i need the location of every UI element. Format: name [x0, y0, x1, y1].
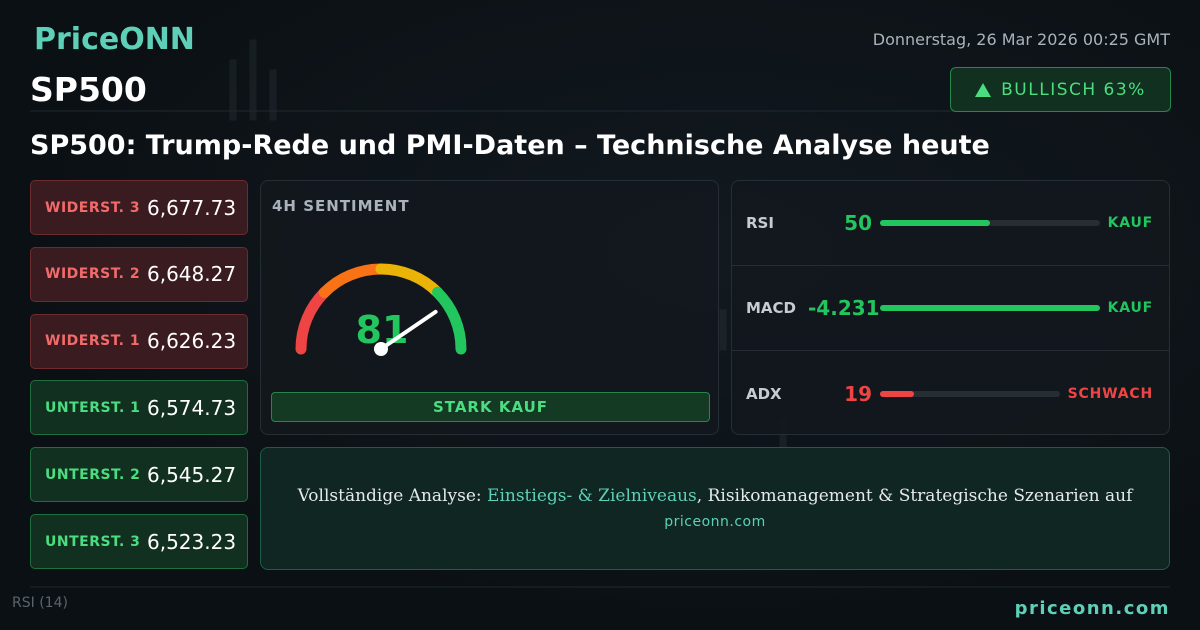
- level-box: UNTERST. 1 6,574.73: [30, 380, 248, 436]
- sentiment-badge: BULLISCH 63%: [950, 67, 1171, 112]
- date: Donnerstag, 26 Mar 2026 00:25 GMT: [872, 30, 1170, 49]
- gauge-arc: [432, 286, 467, 355]
- level-label: WIDERST. 3: [45, 199, 141, 216]
- cta-after: , Risikomanagement & Strategische Szenar…: [696, 486, 1133, 506]
- indicator-track: [880, 390, 1060, 397]
- indicator-signal: KAUF: [1107, 215, 1153, 231]
- cta-link[interactable]: priceonn.com: [664, 514, 766, 530]
- level-value: 6,677.73: [147, 195, 237, 220]
- level-box: WIDERST. 2 6,648.27: [30, 246, 248, 302]
- sentiment-panel: 4H SENTIMENT 81 STARK KAUF: [260, 180, 719, 435]
- gauge-hub: [374, 342, 388, 356]
- cta-panel: Vollständige Analyse: Einstiegs- & Zieln…: [260, 447, 1170, 570]
- level-label: UNTERST. 1: [45, 399, 141, 416]
- indicator-name: RSI: [746, 214, 774, 232]
- level-label: WIDERST. 1: [45, 333, 141, 350]
- indicator-row: ADX 19 SCHWACH: [732, 351, 1169, 436]
- indicator-signal: KAUF: [1107, 300, 1153, 316]
- indicator-name: MACD: [746, 299, 796, 317]
- gauge-arc: [318, 263, 387, 298]
- gauge-arc: [375, 263, 444, 298]
- indicator-value: 50: [844, 211, 872, 235]
- level-value: 6,523.23: [147, 529, 237, 554]
- brand: PriceONN: [34, 22, 195, 57]
- verdict: STARK KAUF: [271, 392, 710, 422]
- level-box: WIDERST. 1 6,626.23: [30, 313, 248, 369]
- bg-indicator-label: RSI: [12, 595, 35, 611]
- bg-indicator-period: (14): [39, 595, 68, 611]
- bg-indicator: RSI (14): [12, 595, 68, 611]
- indicator-name: ADX: [746, 384, 782, 403]
- headline: SP500: Trump-Rede und PMI-Daten – Techni…: [30, 130, 990, 161]
- up-arrow: [975, 82, 992, 97]
- badge-text: BULLISCH 63%: [1001, 79, 1146, 100]
- indicator-track: [880, 305, 1100, 311]
- level-label: UNTERST. 3: [45, 533, 141, 550]
- indicator-bar: [880, 390, 915, 397]
- level-label: WIDERST. 2: [45, 266, 141, 283]
- indicator-bar: [880, 220, 990, 226]
- level-box: UNTERST. 3 6,523.23: [30, 514, 248, 569]
- indicator-value: 19: [844, 381, 872, 406]
- level-label: UNTERST. 2: [45, 466, 141, 483]
- indicator-track: [880, 220, 1100, 226]
- footer-site[interactable]: priceonn.com: [1014, 598, 1170, 619]
- symbol: SP500: [30, 70, 147, 109]
- gauge: 81: [295, 263, 467, 356]
- cta-highlight[interactable]: Einstiegs- & Zielniveaus: [487, 486, 697, 506]
- indicator-row: MACD -4.231 KAUF: [732, 266, 1169, 351]
- indicator-bar: [880, 305, 1100, 311]
- level-box: WIDERST. 3 6,677.73: [30, 180, 248, 235]
- level-box: UNTERST. 2 6,545.27: [30, 447, 248, 503]
- gauge-needle: [379, 309, 438, 351]
- level-value: 6,626.23: [147, 329, 237, 354]
- level-value: 6,648.27: [147, 262, 237, 287]
- indicators-panel: RSI 50 KAUF MACD -4.231 KAUF ADX 19 SCHWACH: [731, 180, 1170, 435]
- indicator-value: -4.231: [808, 296, 880, 320]
- cta-before: Vollständige Analyse:: [297, 486, 488, 506]
- level-value: 6,545.27: [147, 462, 237, 487]
- cta-text: Vollständige Analyse: Einstiegs- & Zieln…: [261, 486, 1169, 506]
- indicator-signal: SCHWACH: [1067, 385, 1153, 402]
- sentiment-title: 4H SENTIMENT: [272, 197, 410, 215]
- indicator-row: RSI 50 KAUF: [732, 181, 1169, 266]
- level-value: 6,574.73: [147, 395, 237, 420]
- gauge-arc: [295, 286, 330, 355]
